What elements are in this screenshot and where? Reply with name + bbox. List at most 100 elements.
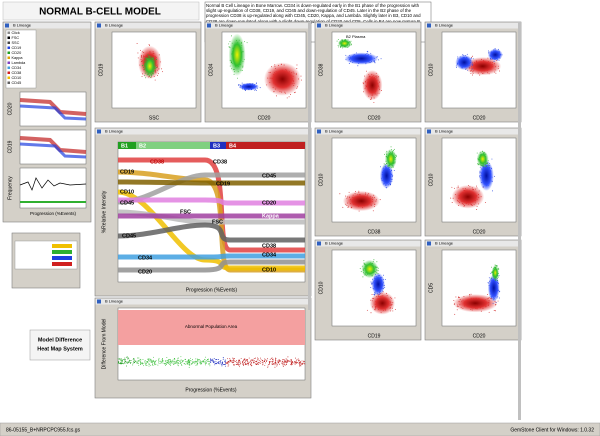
y-axis-label: CD34	[208, 63, 214, 76]
event-dot	[157, 364, 159, 366]
event-dot	[149, 360, 151, 362]
list-item[interactable]: CD34	[12, 66, 22, 70]
event-dot	[165, 363, 167, 365]
event-dot	[242, 361, 243, 363]
event-dot	[257, 363, 259, 365]
event-dot	[390, 146, 392, 148]
event-dot	[384, 153, 385, 155]
event-dot	[290, 361, 292, 363]
event-dot	[156, 59, 157, 60]
marker-label: CD38	[262, 243, 276, 249]
event-dot	[212, 360, 214, 362]
event-dot	[223, 357, 224, 359]
event-dot	[222, 361, 223, 363]
event-dot	[229, 359, 231, 361]
event-dot	[493, 61, 495, 63]
event-dot	[199, 362, 201, 364]
event-dot	[221, 362, 223, 364]
event-dot	[243, 360, 244, 362]
marker-label: FSC	[212, 219, 223, 225]
event-dot	[188, 360, 190, 362]
event-dot	[216, 361, 218, 363]
event-dot	[207, 360, 209, 362]
event-dot	[161, 360, 163, 362]
list-item[interactable]: Kappa	[12, 56, 24, 60]
event-dot	[187, 362, 189, 364]
density-blob	[453, 294, 498, 313]
event-dot	[168, 359, 170, 361]
event-dot	[150, 359, 152, 361]
x-axis-label: CD20	[258, 115, 271, 121]
event-dot	[182, 360, 184, 362]
window-titlebar	[95, 128, 311, 135]
event-dot	[136, 361, 138, 363]
abnormal-area	[118, 310, 305, 345]
event-dot	[153, 359, 155, 361]
window-icon	[5, 23, 9, 28]
window-title: B Lineage	[325, 129, 344, 134]
event-dot	[291, 362, 293, 364]
event-dot	[133, 358, 135, 360]
event-dot	[181, 365, 183, 366]
event-dot	[127, 358, 129, 360]
plot-area	[441, 137, 517, 223]
intensity-band	[118, 259, 305, 273]
list-item[interactable]: CD20	[12, 51, 22, 55]
event-dot	[163, 363, 165, 365]
list-swatch	[7, 76, 10, 79]
event-dot	[288, 96, 290, 98]
event-dot	[274, 361, 276, 363]
event-dot	[239, 366, 240, 368]
event-dot	[239, 364, 241, 366]
window-titlebar	[95, 298, 311, 305]
event-dot	[175, 363, 176, 365]
event-dot	[187, 362, 189, 364]
list-item[interactable]: CD45	[12, 81, 22, 85]
event-dot	[192, 362, 194, 364]
event-dot	[189, 361, 191, 363]
marker-label: CD38	[213, 159, 227, 165]
event-dot	[297, 360, 299, 362]
event-dot	[275, 358, 277, 360]
event-dot	[213, 362, 215, 364]
event-dot	[151, 359, 153, 361]
event-dot	[120, 358, 122, 360]
event-dot	[301, 362, 303, 364]
event-dot	[279, 360, 281, 362]
list-item[interactable]: FSC	[12, 36, 20, 40]
event-dot	[297, 358, 299, 360]
event-dot	[167, 362, 169, 364]
event-dot	[171, 362, 172, 364]
event-dot	[287, 360, 289, 361]
event-dot	[177, 365, 179, 367]
event-dot	[274, 362, 276, 364]
list-item[interactable]: CD10	[12, 76, 22, 80]
event-dot	[392, 310, 394, 312]
event-dot	[228, 43, 230, 45]
event-dot	[493, 310, 495, 311]
event-dot	[152, 363, 153, 365]
event-dot	[336, 40, 338, 42]
list-item[interactable]: CD38	[12, 71, 22, 75]
x-axis-label: CD20	[473, 333, 486, 339]
event-dot	[175, 361, 177, 363]
event-dot	[161, 359, 163, 360]
event-dot	[225, 362, 227, 364]
window-title: B Lineage	[435, 23, 454, 28]
event-dot	[204, 363, 206, 365]
list-item[interactable]: Lambda	[12, 61, 27, 65]
list-item[interactable]: CD19	[12, 46, 22, 50]
marker-label: CD19	[216, 181, 230, 187]
event-dot	[296, 64, 298, 66]
event-dot	[224, 364, 226, 365]
event-dot	[243, 358, 245, 360]
list-item[interactable]: SSC	[12, 41, 20, 45]
event-dot	[283, 359, 285, 360]
event-dot	[123, 359, 125, 361]
event-dot	[259, 362, 261, 364]
list-item[interactable]: Click	[12, 31, 20, 35]
event-dot	[498, 297, 500, 299]
event-dot	[393, 170, 395, 172]
event-dot	[363, 260, 365, 262]
